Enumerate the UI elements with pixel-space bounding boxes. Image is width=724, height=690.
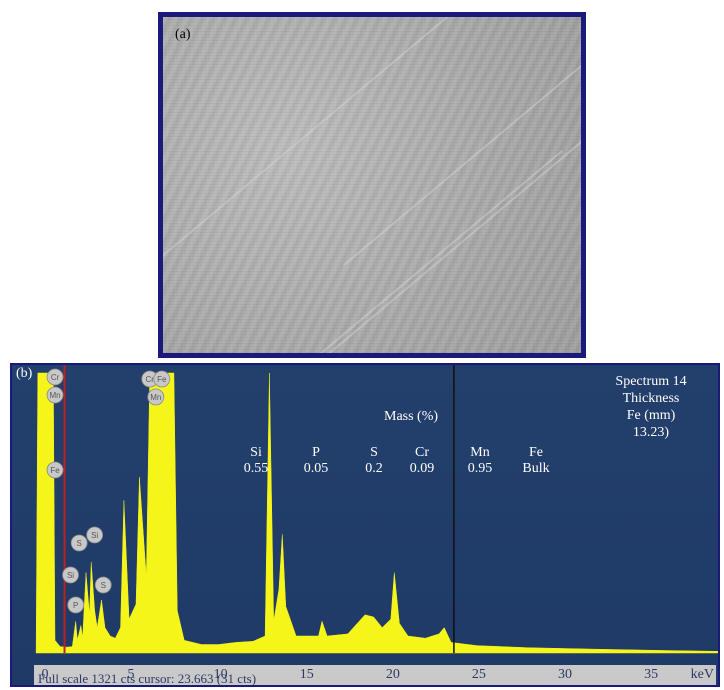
peak-marker-label: Fe (50, 466, 60, 475)
element-symbol: Mn (470, 445, 490, 460)
panel-a-label: (a) (175, 27, 191, 42)
x-tick-label: 30 (558, 667, 573, 682)
peak-marker-label: Fe (157, 375, 167, 384)
peak-marker-si (62, 566, 79, 584)
sem-micrograph-panel: (a) (158, 12, 586, 358)
peak-marker-label: P (73, 601, 78, 610)
element-symbol: Si (250, 445, 262, 460)
eds-spectrum-panel: Cr Mn Fe Cr Fe Mn S Si Si S P (b) Mass (%) Si 0.55… (10, 363, 720, 687)
spectrum-area (35, 372, 718, 654)
x-tick-label: 5 (127, 667, 135, 682)
peak-marker-p (67, 596, 85, 614)
element-value: 0.05 (303, 461, 329, 476)
peak-marker-s (70, 534, 88, 552)
element-column-si: Si 0.55 (226, 445, 286, 477)
micrograph-texture (163, 17, 581, 353)
peak-marker-s (94, 576, 112, 594)
axis-status-bar: 0 5 10 15 20 25 30 35 Full scale 1321 cts curso… (34, 665, 716, 685)
peak-marker-fe (153, 370, 171, 388)
element-symbol: S (370, 445, 378, 460)
peak-marker-label: S (76, 539, 81, 548)
x-tick-label: 15 (299, 667, 314, 682)
x-tick-label: 25 (471, 667, 486, 682)
element-column-p: P 0.05 (286, 445, 346, 477)
x-tick-label: 35 (644, 667, 659, 682)
element-value: 0.55 (243, 461, 269, 476)
peak-marker-mn (147, 388, 165, 406)
element-column-mn: Mn 0.95 (450, 445, 510, 477)
panel-b-label: (b) (16, 366, 33, 381)
element-symbol: P (312, 445, 320, 460)
element-column-fe: Fe Bulk (506, 445, 566, 477)
peak-marker-label: Cr (51, 373, 60, 382)
spectrum-name: Spectrum 14 (615, 374, 687, 389)
element-value: 0.2 (365, 461, 383, 476)
element-value: Bulk (522, 461, 550, 476)
element-symbol: Cr (415, 445, 429, 460)
x-axis-unit: keV (690, 667, 714, 682)
element-symbol: Fe (529, 445, 543, 460)
peak-marker-label: S (101, 581, 106, 590)
peak-marker-label: Cr (146, 375, 155, 384)
element-column-s: S 0.2 (344, 445, 404, 477)
x-tick-label: 0 (41, 667, 49, 682)
status-readout: Full scale 1321 cts cursor: 23.663 (31 c… (38, 671, 257, 686)
peak-marker-label: Si (91, 531, 98, 540)
peak-marker-fe (46, 461, 64, 479)
element-value: 0.09 (409, 461, 435, 476)
spectrum-info: Spectrum 14 Thickness Fe (mm) 13.23) (596, 373, 706, 441)
thickness-unit: Fe (mm) (626, 408, 676, 423)
peak-marker-label: Si (67, 571, 74, 580)
thickness-label: Thickness (622, 391, 680, 406)
mass-percent-title: Mass (%) (384, 409, 439, 424)
peak-marker-label: Mn (150, 393, 161, 402)
peak-marker-label: Mn (49, 391, 60, 400)
peak-marker-cr (46, 368, 64, 386)
element-value: 0.95 (467, 461, 493, 476)
thickness-value: 13.23) (632, 425, 670, 440)
element-column-cr: Cr 0.09 (392, 445, 452, 477)
x-tick-label: 20 (385, 667, 400, 682)
x-tick-label: 10 (213, 667, 228, 682)
peak-marker-mn (46, 386, 64, 404)
peak-marker-si (86, 526, 104, 544)
